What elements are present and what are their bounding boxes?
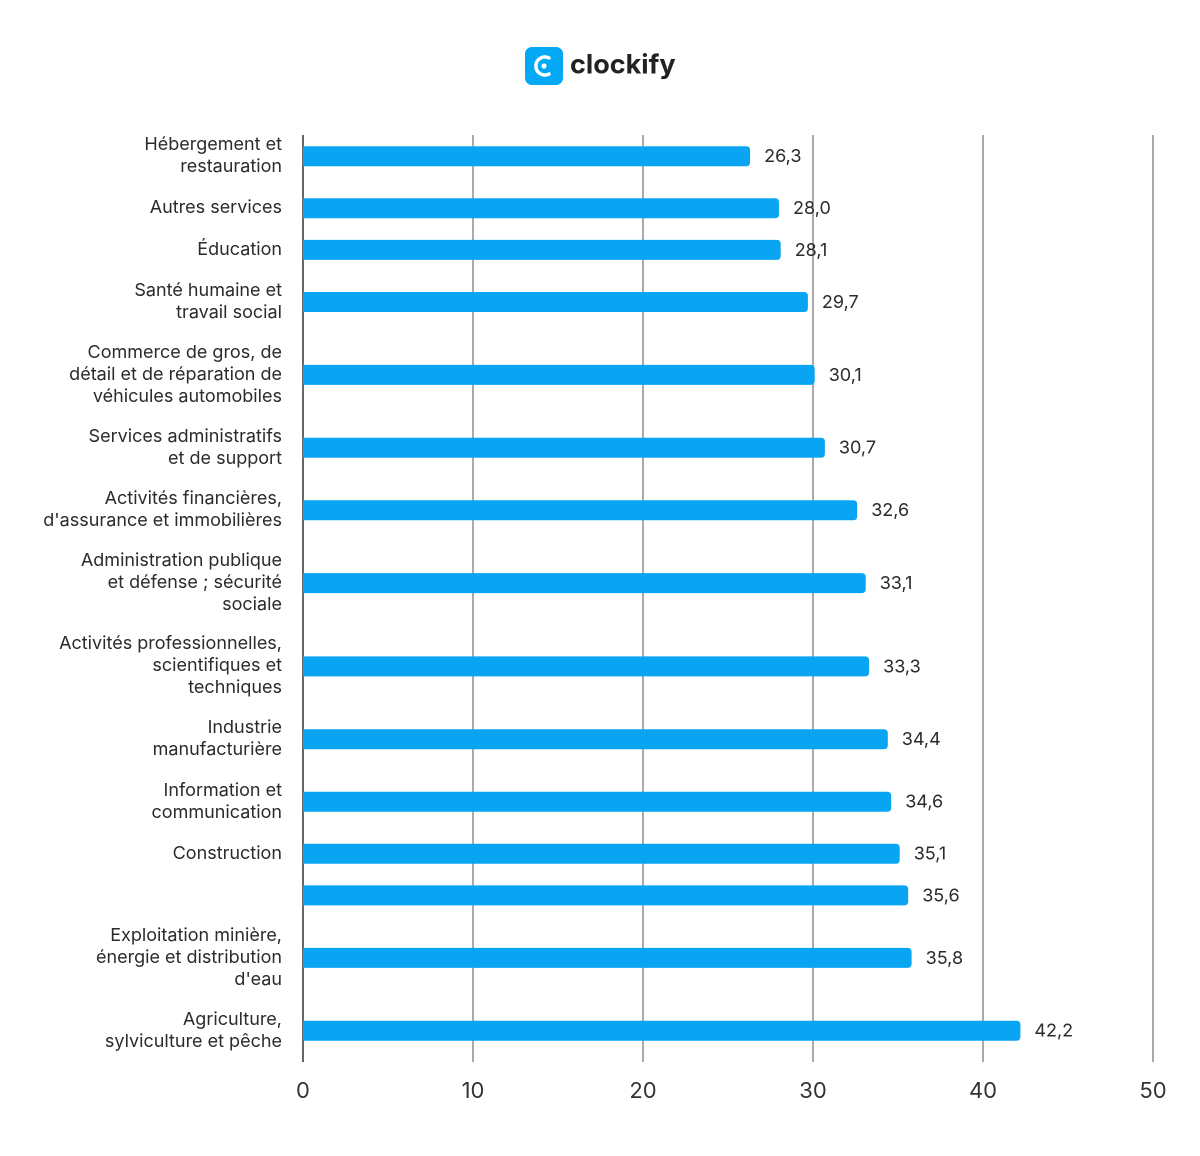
y-tick-label: Administration publique et défense ; séc…: [80, 550, 282, 616]
y-tick-label: Éducation: [197, 238, 282, 260]
bar: [303, 656, 870, 677]
bar: [303, 573, 866, 594]
bar: [303, 791, 892, 812]
value-label: 30,1: [829, 365, 862, 386]
y-tick-label: Hébergement et restauration: [144, 134, 282, 178]
y-tick-label: Santé humaine et travail social: [134, 279, 282, 323]
value-label: 42,2: [1034, 1021, 1073, 1042]
value-label: 33,1: [880, 573, 913, 594]
value-label: 35,6: [922, 885, 959, 906]
value-label: 26,3: [764, 146, 801, 167]
value-label: 33,3: [883, 656, 921, 677]
bar: [303, 885, 909, 906]
y-tick-label: Agriculture, sylviculture et pêche: [104, 1008, 282, 1052]
value-label: 28,1: [795, 240, 828, 261]
x-tick-label: 50: [1139, 1078, 1166, 1104]
bar: [303, 291, 808, 312]
bar: [303, 500, 858, 521]
y-tick-label: Activités financières, d'assurance et im…: [43, 488, 282, 532]
logo-text: clockify: [570, 47, 676, 80]
x-tick-label: 0: [296, 1078, 310, 1104]
y-tick-label: Activités professionnelles, scientifique…: [59, 633, 282, 699]
value-label: 28,0: [793, 198, 831, 219]
value-label: 34,6: [905, 792, 943, 813]
x-tick-label: 40: [969, 1078, 997, 1104]
x-tick-label: 10: [462, 1078, 485, 1104]
x-tick-label: 20: [629, 1078, 656, 1104]
bar: [303, 364, 815, 385]
bar: [303, 146, 751, 167]
y-tick-label: Construction: [172, 842, 282, 864]
logo-icon-arc: [534, 55, 551, 77]
bar: [303, 947, 912, 968]
value-label: 30,7: [839, 438, 876, 459]
bar: [303, 239, 781, 260]
bar: [303, 843, 900, 864]
value-label: 34,4: [902, 729, 941, 750]
bar: [303, 198, 779, 219]
bar: [303, 729, 888, 750]
y-tick-label: Industrie manufacturière: [152, 717, 282, 761]
bar: [303, 437, 825, 458]
value-label: 35,1: [914, 844, 947, 865]
logo-icon-dot: [541, 63, 547, 69]
value-label: 29,7: [822, 292, 859, 313]
y-tick-label: Commerce de gros, de détail et de répara…: [69, 341, 282, 407]
y-tick-label: Services administratifs et de support: [88, 425, 282, 469]
x-tick-label: 30: [799, 1078, 826, 1104]
value-label: 35,8: [926, 948, 964, 969]
value-label: 32,6: [871, 500, 909, 521]
y-tick-label: Information et communication: [151, 779, 283, 823]
logo: clockify: [525, 47, 676, 85]
y-tick-label: Exploitation minière, énergie et distrib…: [95, 924, 282, 990]
bar: [303, 1020, 1021, 1041]
y-tick-label: Autres services: [149, 197, 282, 219]
